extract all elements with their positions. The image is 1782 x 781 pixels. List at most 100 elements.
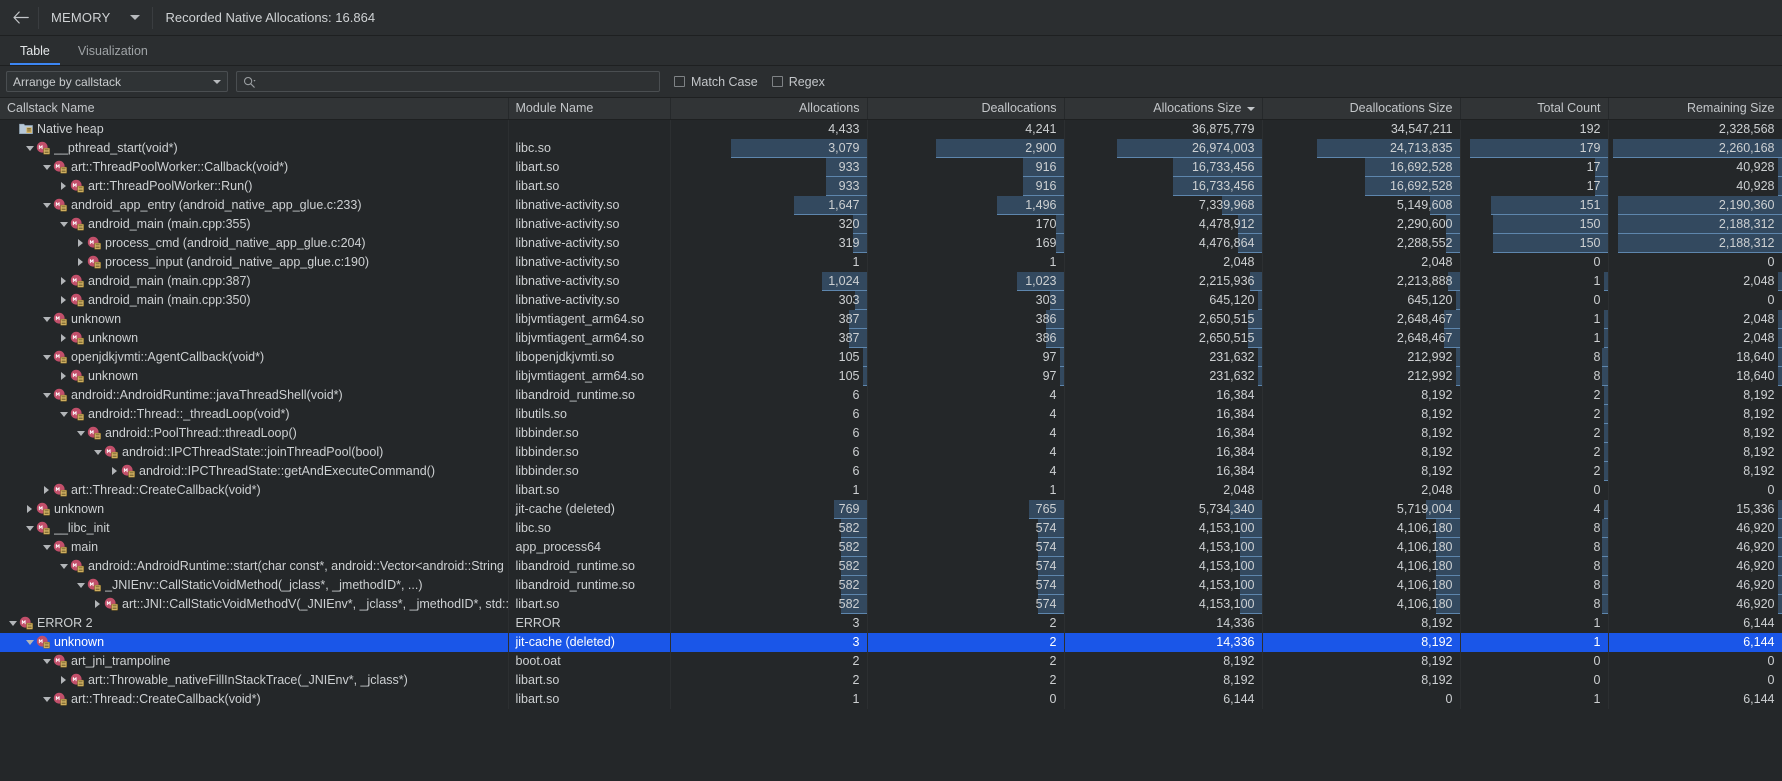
table-row[interactable]: unknown libjvmtiagent_arm64.so 105 97 231,63… — [0, 366, 1782, 386]
table-row[interactable]: android::AndroidRuntime::start(char cons… — [0, 556, 1782, 576]
expand-triangle-right-icon[interactable] — [108, 462, 121, 481]
expand-triangle-right-icon[interactable] — [74, 253, 87, 272]
column-header-deallocations-size[interactable]: Deallocations Size — [1262, 98, 1461, 120]
chevron-down-icon[interactable] — [130, 15, 141, 20]
expand-triangle-down-icon[interactable] — [40, 690, 53, 709]
expand-triangle-down-icon[interactable] — [40, 348, 53, 367]
expand-triangle-down-icon[interactable] — [57, 557, 70, 576]
callstack-name-cell[interactable]: art::ThreadPoolWorker::Callback(void*) — [0, 157, 509, 177]
table-row[interactable]: art::ThreadPoolWorker::Run() libart.so 933… — [0, 176, 1782, 196]
expand-triangle-down-icon[interactable] — [57, 405, 70, 424]
callstack-name-cell[interactable]: android_main (main.cpp:350) — [0, 290, 509, 310]
callstack-name-cell[interactable]: art::JNI::CallStaticVoidMethodV(_JNIEnv*… — [0, 594, 509, 614]
expand-triangle-down-icon[interactable] — [40, 196, 53, 215]
column-header-callstack-name[interactable]: Callstack Name — [0, 98, 509, 120]
table-row[interactable]: android_main (main.cpp:387) libnative-act… — [0, 271, 1782, 291]
table-row[interactable]: art_jni_trampoline boot.oat 2 2 8,192 8,192 0 0 — [0, 651, 1782, 671]
expand-triangle-down-icon[interactable] — [40, 310, 53, 329]
callstack-name-cell[interactable]: android_app_entry (android_native_app_gl… — [0, 195, 509, 215]
callstack-name-cell[interactable]: unknown — [0, 328, 509, 348]
column-header-module-name[interactable]: Module Name — [508, 98, 671, 120]
callstack-table-container[interactable]: Callstack Name Module Name Allocations Deal… — [0, 98, 1782, 781]
callstack-name-cell[interactable]: android_main (main.cpp:387) — [0, 271, 509, 291]
callstack-name-cell[interactable]: Native heap — [0, 119, 509, 139]
tab-table[interactable]: Table — [6, 36, 64, 65]
expand-triangle-down-icon[interactable] — [40, 652, 53, 671]
back-arrow-icon[interactable] — [6, 3, 36, 33]
search-box[interactable] — [236, 71, 660, 92]
callstack-name-cell[interactable]: process_input (android_native_app_glue.c… — [0, 252, 509, 272]
table-row[interactable]: __libc_init libc.so 582 574 4,153,100 4,106,1… — [0, 518, 1782, 538]
expand-triangle-down-icon[interactable] — [23, 519, 36, 538]
table-row[interactable]: ERROR 2 ERROR 3 2 14,336 8,192 1 6,144 — [0, 613, 1782, 633]
expand-triangle-right-icon[interactable] — [57, 272, 70, 291]
table-row[interactable]: unknown libjvmtiagent_arm64.so 387 386 2,650… — [0, 328, 1782, 348]
table-row[interactable]: art::Thread::CreateCallback(void*) libart… — [0, 689, 1782, 709]
callstack-name-cell[interactable]: art::Thread::CreateCallback(void*) — [0, 689, 509, 709]
expand-triangle-down-icon[interactable] — [74, 424, 87, 443]
callstack-name-cell[interactable]: android_main (main.cpp:355) — [0, 214, 509, 234]
column-header-allocations[interactable]: Allocations — [670, 98, 868, 120]
callstack-name-cell[interactable]: android::PoolThread::threadLoop() — [0, 423, 509, 443]
expand-triangle-down-icon[interactable] — [40, 538, 53, 557]
callstack-name-cell[interactable]: android::IPCThreadState::getAndExecuteCo… — [0, 461, 509, 481]
callstack-name-cell[interactable]: process_cmd (android_native_app_glue.c:2… — [0, 233, 509, 253]
table-row[interactable]: unknown jit-cache (deleted) 769 765 5,734,34… — [0, 499, 1782, 519]
expand-triangle-down-icon[interactable] — [40, 386, 53, 405]
table-row[interactable]: process_input (android_native_app_glue.c… — [0, 252, 1782, 272]
callstack-name-cell[interactable]: __libc_init — [0, 518, 509, 538]
column-header-total-count[interactable]: Total Count — [1460, 98, 1609, 120]
expand-triangle-down-icon[interactable] — [57, 215, 70, 234]
table-row[interactable]: android::IPCThreadState::joinThreadPool(… — [0, 442, 1782, 462]
callstack-name-cell[interactable]: android::Thread::_threadLoop(void*) — [0, 404, 509, 424]
callstack-name-cell[interactable]: unknown — [0, 499, 509, 519]
expand-triangle-right-icon[interactable] — [23, 500, 36, 519]
callstack-name-cell[interactable]: unknown — [0, 366, 509, 386]
callstack-name-cell[interactable]: unknown — [0, 309, 509, 329]
expand-triangle-down-icon[interactable] — [91, 443, 104, 462]
callstack-name-cell[interactable]: art::Thread::CreateCallback(void*) — [0, 480, 509, 500]
table-row[interactable]: art::Thread::CreateCallback(void*) libart… — [0, 480, 1782, 500]
callstack-name-cell[interactable]: ERROR 2 — [0, 613, 509, 633]
column-header-remaining-size[interactable]: Remaining Size — [1608, 98, 1782, 120]
callstack-name-cell[interactable]: openjdkjvmti::AgentCallback(void*) — [0, 347, 509, 367]
expand-triangle-right-icon[interactable] — [91, 595, 104, 614]
expand-triangle-down-icon[interactable] — [23, 633, 36, 652]
expand-triangle-right-icon[interactable] — [57, 177, 70, 196]
expand-triangle-down-icon[interactable] — [40, 158, 53, 177]
table-row[interactable]: Native heap 4,433 4,241 36,875,779 34,547,21… — [0, 119, 1782, 139]
table-row[interactable]: main app_process64 582 574 4,153,100 4,106,18… — [0, 537, 1782, 557]
table-row[interactable]: android_main (main.cpp:355) libnative-act… — [0, 214, 1782, 234]
expand-triangle-down-icon[interactable] — [6, 614, 19, 633]
callstack-name-cell[interactable]: _JNIEnv::CallStaticVoidMethod(_jclass*, … — [0, 575, 509, 595]
table-row[interactable]: android_app_entry (android_native_app_gl… — [0, 195, 1782, 215]
callstack-name-cell[interactable]: art::Throwable_nativeFillInStackTrace(_J… — [0, 670, 509, 690]
table-row[interactable]: _JNIEnv::CallStaticVoidMethod(_jclass*, … — [0, 575, 1782, 595]
match-case-checkbox[interactable]: Match Case — [674, 75, 758, 89]
column-header-deallocations[interactable]: Deallocations — [867, 98, 1065, 120]
table-row[interactable]: process_cmd (android_native_app_glue.c:2… — [0, 233, 1782, 253]
column-header-allocations-size[interactable]: Allocations Size — [1064, 98, 1263, 120]
expand-triangle-right-icon[interactable] — [57, 329, 70, 348]
callstack-name-cell[interactable]: android::AndroidRuntime::start(char cons… — [0, 556, 509, 576]
callstack-name-cell[interactable]: main — [0, 537, 509, 557]
table-row[interactable]: art::ThreadPoolWorker::Callback(void*) li… — [0, 157, 1782, 177]
regex-checkbox[interactable]: Regex — [771, 75, 825, 89]
expand-triangle-right-icon[interactable] — [57, 367, 70, 386]
table-row[interactable]: android::Thread::_threadLoop(void*) libut… — [0, 404, 1782, 424]
arrange-by-dropdown[interactable]: Arrange by callstack — [6, 71, 228, 92]
expand-triangle-right-icon[interactable] — [57, 671, 70, 690]
table-row[interactable]: android::PoolThread::threadLoop() libbind… — [0, 423, 1782, 443]
table-row[interactable]: android::IPCThreadState::getAndExecuteCo… — [0, 461, 1782, 481]
tab-visualization[interactable]: Visualization — [64, 36, 162, 65]
table-row[interactable]: openjdkjvmti::AgentCallback(void*) libope… — [0, 347, 1782, 367]
table-row[interactable]: art::JNI::CallStaticVoidMethodV(_JNIEnv*… — [0, 594, 1782, 614]
table-row[interactable]: __pthread_start(void*) libc.so 3,079 2,900 2… — [0, 138, 1782, 158]
search-input[interactable] — [259, 74, 653, 89]
callstack-name-cell[interactable]: art_jni_trampoline — [0, 651, 509, 671]
table-row[interactable]: art::Throwable_nativeFillInStackTrace(_J… — [0, 670, 1782, 690]
expand-triangle-down-icon[interactable] — [74, 576, 87, 595]
table-row[interactable]: android::AndroidRuntime::javaThreadShell… — [0, 385, 1782, 405]
table-row[interactable]: unknown libjvmtiagent_arm64.so 387 386 2,650… — [0, 309, 1782, 329]
callstack-name-cell[interactable]: android::AndroidRuntime::javaThreadShell… — [0, 385, 509, 405]
